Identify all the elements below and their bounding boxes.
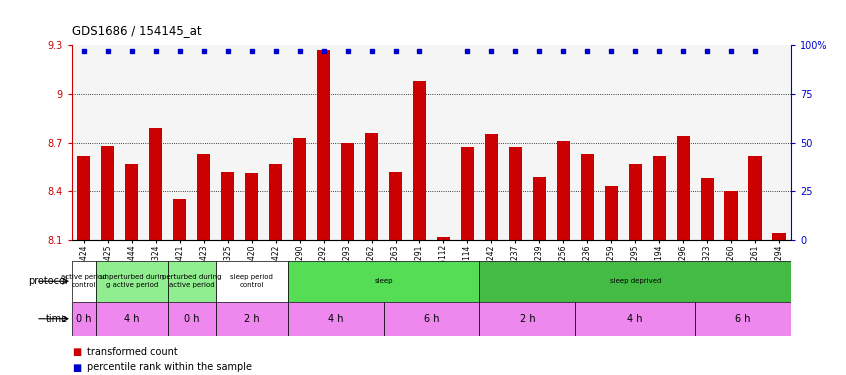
Bar xyxy=(389,172,402,240)
Bar xyxy=(365,133,378,240)
Text: 6 h: 6 h xyxy=(735,314,750,324)
Bar xyxy=(695,302,791,336)
Bar xyxy=(221,172,234,240)
Text: 4 h: 4 h xyxy=(628,314,643,324)
Bar xyxy=(168,261,216,302)
Bar xyxy=(288,261,480,302)
Text: 4 h: 4 h xyxy=(124,314,140,324)
Text: sleep period
control: sleep period control xyxy=(230,274,273,288)
Text: 0 h: 0 h xyxy=(76,314,91,324)
Bar xyxy=(216,302,288,336)
Bar xyxy=(288,302,383,336)
Text: 0 h: 0 h xyxy=(184,314,200,324)
Bar xyxy=(341,142,354,240)
Bar xyxy=(317,50,330,240)
Bar xyxy=(480,302,575,336)
Bar xyxy=(480,261,791,302)
Bar xyxy=(700,178,714,240)
Bar xyxy=(533,177,546,240)
Bar xyxy=(652,156,666,240)
Bar xyxy=(96,302,168,336)
Text: sleep deprived: sleep deprived xyxy=(609,278,661,284)
Bar xyxy=(269,164,283,240)
Bar xyxy=(72,302,96,336)
Bar xyxy=(413,81,426,240)
Text: active period
control: active period control xyxy=(61,274,107,288)
Text: 2 h: 2 h xyxy=(244,314,260,324)
Bar xyxy=(557,141,570,240)
Text: perturbed during
active period: perturbed during active period xyxy=(162,274,222,288)
Text: 4 h: 4 h xyxy=(328,314,343,324)
Bar xyxy=(383,302,480,336)
Bar xyxy=(125,164,139,240)
Bar xyxy=(724,191,738,240)
Bar xyxy=(168,302,216,336)
Bar xyxy=(508,147,522,240)
Text: percentile rank within the sample: percentile rank within the sample xyxy=(87,363,252,372)
Text: time: time xyxy=(46,314,68,324)
Bar xyxy=(605,186,618,240)
Text: ■: ■ xyxy=(72,347,81,357)
Bar xyxy=(437,237,450,240)
Text: unperturbed durin
g active period: unperturbed durin g active period xyxy=(100,274,164,288)
Bar xyxy=(197,154,211,240)
Bar xyxy=(293,138,306,240)
Bar xyxy=(149,128,162,240)
Bar xyxy=(629,164,642,240)
Bar xyxy=(72,261,96,302)
Bar xyxy=(173,200,186,240)
Bar xyxy=(575,302,695,336)
Bar xyxy=(77,156,91,240)
Bar xyxy=(96,261,168,302)
Text: 6 h: 6 h xyxy=(424,314,439,324)
Bar xyxy=(772,234,786,240)
Bar xyxy=(216,261,288,302)
Bar xyxy=(245,173,258,240)
Bar xyxy=(461,147,474,240)
Text: protocol: protocol xyxy=(28,276,68,286)
Text: ■: ■ xyxy=(72,363,81,372)
Text: GDS1686 / 154145_at: GDS1686 / 154145_at xyxy=(72,24,201,38)
Bar xyxy=(485,134,498,240)
Text: sleep: sleep xyxy=(374,278,393,284)
Bar xyxy=(580,154,594,240)
Bar xyxy=(749,156,761,240)
Text: transformed count: transformed count xyxy=(87,347,178,357)
Text: 2 h: 2 h xyxy=(519,314,536,324)
Bar xyxy=(677,136,689,240)
Bar xyxy=(102,146,114,240)
